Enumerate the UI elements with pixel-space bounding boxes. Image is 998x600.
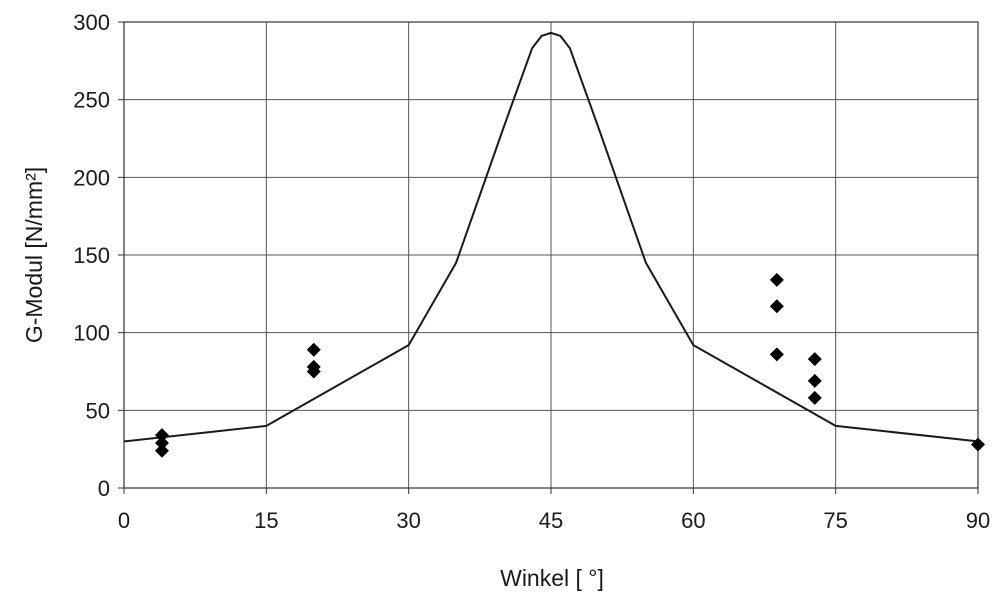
data-point-diamond (807, 390, 822, 405)
data-point-diamond (154, 428, 169, 443)
x-tick-label: 45 (539, 508, 563, 533)
data-point-diamond (807, 373, 822, 388)
y-axis-title: G-Modul [N/mm²] (21, 167, 47, 343)
x-tick-label: 15 (254, 508, 278, 533)
x-tick-label: 30 (396, 508, 420, 533)
data-point-diamond (769, 272, 784, 287)
data-point-diamond (807, 352, 822, 367)
x-tick-label: 60 (681, 508, 705, 533)
data-point-diamond (769, 299, 784, 314)
y-tick-label: 0 (98, 476, 110, 501)
grid (123, 21, 979, 489)
model-curve (123, 31, 979, 443)
x-axis-title: Winkel [ °] (500, 565, 604, 591)
data-point-diamond (769, 347, 784, 362)
data-point-diamond (971, 437, 985, 452)
y-tick-label: 300 (73, 10, 110, 35)
data-point-diamond (306, 342, 321, 357)
y-tick-label: 150 (73, 243, 110, 268)
y-tick-label: 250 (73, 88, 110, 113)
y-tick-label: 200 (73, 165, 110, 190)
data-point-diamond (306, 364, 321, 379)
data-point-diamond (154, 443, 169, 458)
x-tick-label: 90 (966, 508, 990, 533)
data-point-diamond (154, 435, 169, 450)
x-tick-label: 0 (118, 508, 130, 533)
x-axis-ticks: 0 15 30 45 60 75 90 (118, 488, 990, 533)
series-line (123, 31, 979, 443)
series-markers (154, 272, 985, 458)
y-tick-label: 100 (73, 321, 110, 346)
x-tick-label: 75 (823, 508, 847, 533)
y-axis-ticks: 0 50 100 150 200 250 300 (73, 10, 124, 501)
y-tick-label: 50 (86, 398, 110, 423)
